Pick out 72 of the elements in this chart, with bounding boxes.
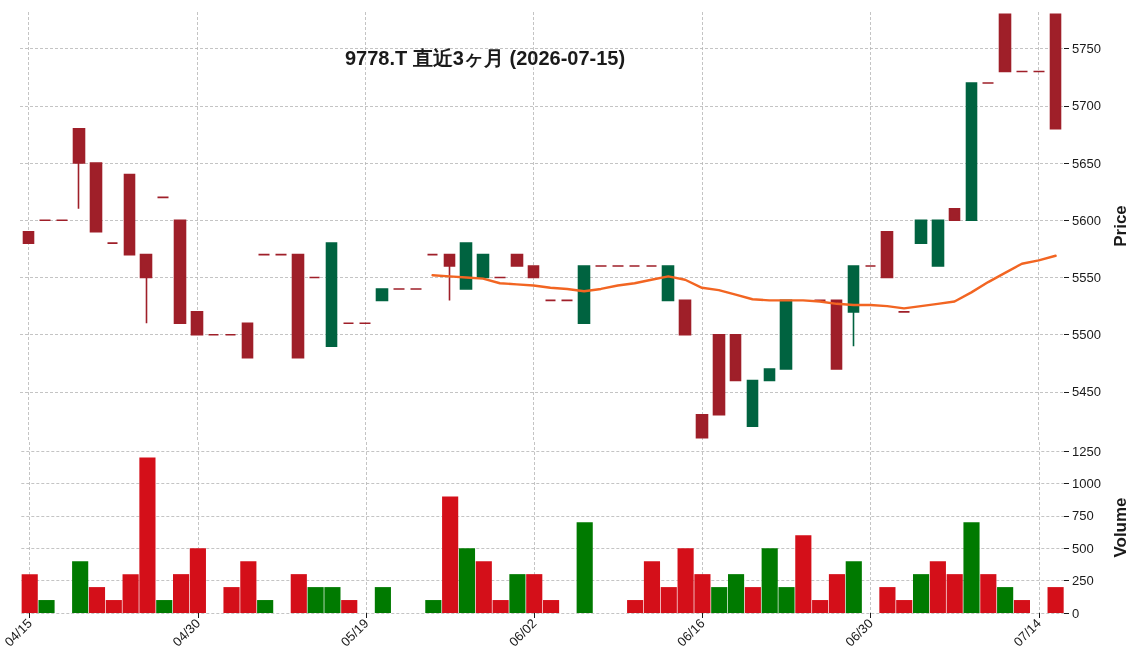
bar — [997, 587, 1014, 613]
candlestick — [527, 265, 540, 279]
y-tick-label: 1000 — [1072, 475, 1101, 491]
candlestick — [89, 162, 103, 233]
bar — [509, 574, 526, 613]
bar — [744, 587, 761, 613]
candlestick — [38, 219, 52, 222]
candlestick — [678, 299, 692, 336]
y-axis-title: Volume — [1111, 497, 1130, 558]
candlestick — [173, 219, 187, 325]
candlestick — [695, 414, 709, 439]
bar — [72, 561, 89, 613]
candlestick — [476, 253, 490, 279]
line-series — [431, 254, 1057, 310]
bar — [576, 522, 593, 613]
y-tick-label: 5550 — [1072, 270, 1101, 285]
candlestick — [224, 333, 237, 336]
candlestick — [241, 322, 254, 359]
candlestick — [510, 253, 524, 267]
bar — [21, 574, 38, 613]
candlestick — [274, 253, 288, 256]
candlestick — [190, 311, 204, 336]
candlestick — [375, 288, 389, 302]
bar — [458, 548, 476, 613]
candlestick — [22, 230, 35, 244]
candlestick — [257, 253, 271, 256]
candlestick — [358, 322, 372, 325]
candlestick — [55, 219, 69, 222]
bar — [341, 600, 358, 613]
y-tick-label: 5500 — [1072, 327, 1101, 343]
candlestick — [308, 276, 321, 279]
bar — [290, 574, 307, 613]
candlestick — [426, 253, 439, 256]
candlestick — [729, 333, 742, 382]
candlestick — [459, 242, 473, 290]
bar — [374, 587, 391, 613]
candlestick — [72, 127, 86, 210]
candlestick — [847, 265, 860, 347]
y-tick-label: 500 — [1072, 540, 1094, 556]
y-tick-label: 5450 — [1072, 384, 1101, 400]
bar — [1013, 600, 1031, 613]
bar — [1047, 587, 1064, 613]
bar — [156, 600, 173, 613]
bar — [912, 574, 930, 613]
candlestick — [156, 196, 170, 199]
bar — [963, 522, 980, 613]
candlestick — [443, 253, 456, 302]
y-tick-label: 0 — [1072, 605, 1080, 621]
y-tick-label: 750 — [1072, 508, 1094, 524]
candlestick — [746, 379, 759, 428]
bar — [38, 600, 55, 613]
bar — [845, 561, 862, 613]
candlestick — [291, 253, 305, 359]
candlestick — [763, 368, 776, 382]
y-tick-label: 250 — [1072, 573, 1094, 589]
candlestick — [342, 322, 355, 325]
y-tick-label: 1250 — [1072, 443, 1101, 459]
candlestick — [560, 299, 574, 302]
bar — [257, 600, 274, 613]
candlestick — [779, 299, 793, 370]
candlestick — [207, 333, 220, 336]
candlestick — [577, 265, 591, 325]
candlestick — [325, 242, 338, 347]
candlestick — [544, 299, 557, 302]
bar — [425, 600, 442, 613]
candlestick — [123, 173, 136, 256]
bar — [442, 496, 459, 613]
candlestick — [493, 276, 507, 279]
candlestick — [712, 333, 726, 416]
candlestick — [830, 299, 843, 370]
bar — [980, 574, 997, 613]
candlestick — [139, 253, 153, 325]
